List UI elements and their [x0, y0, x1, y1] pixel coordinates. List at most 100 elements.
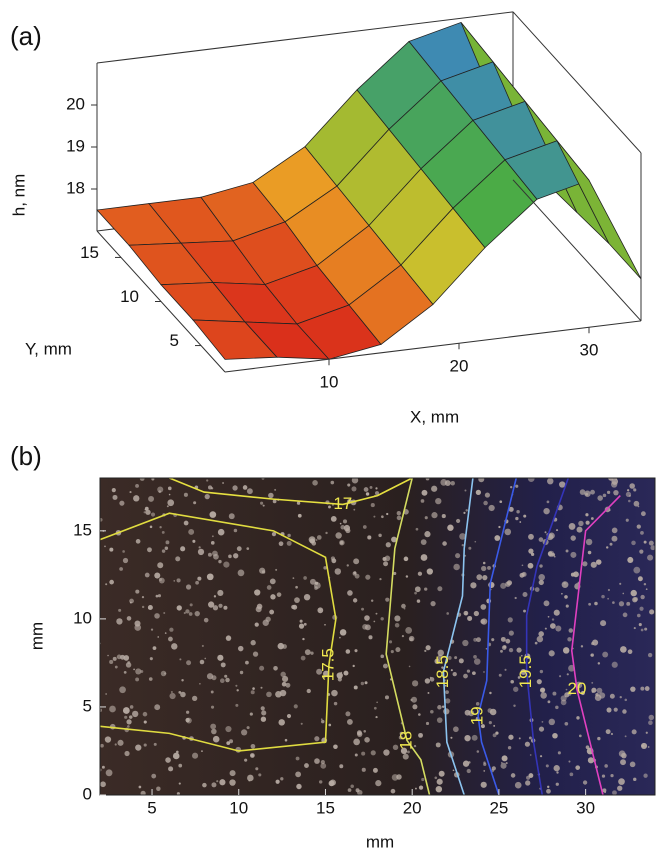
- speckle: [531, 553, 534, 556]
- speckle: [473, 638, 477, 642]
- speckle: [142, 596, 144, 598]
- speckle: [123, 707, 130, 714]
- speckle: [647, 555, 653, 561]
- speckle: [188, 529, 194, 535]
- speckle: [232, 485, 237, 490]
- speckle: [558, 751, 561, 754]
- speckle: [430, 710, 434, 714]
- speckle: [523, 610, 526, 613]
- speckle: [140, 670, 143, 673]
- speckle: [481, 782, 487, 788]
- speckle: [277, 592, 282, 597]
- speckle: [154, 743, 157, 746]
- speckle: [365, 624, 371, 630]
- speckle: [195, 611, 200, 616]
- speckle: [443, 708, 449, 714]
- speckle: [151, 512, 155, 516]
- speckle: [431, 512, 437, 518]
- x-axis-title: X, mm: [410, 407, 459, 426]
- speckle: [596, 559, 602, 565]
- speckle: [463, 674, 468, 679]
- speckle: [177, 578, 181, 582]
- speckle: [502, 645, 507, 650]
- speckle: [609, 509, 611, 511]
- speckle: [607, 598, 609, 600]
- speckle: [207, 573, 214, 580]
- speckle: [477, 750, 480, 753]
- speckle: [513, 705, 515, 707]
- speckle: [280, 672, 285, 677]
- speckle: [347, 564, 349, 566]
- speckle: [192, 696, 197, 701]
- speckle: [193, 501, 196, 504]
- y-tick-label: 5: [83, 696, 92, 715]
- speckle: [339, 637, 341, 639]
- speckle: [417, 599, 420, 602]
- speckle: [198, 549, 204, 555]
- speckle: [365, 681, 368, 684]
- speckle: [245, 661, 249, 665]
- speckle: [402, 635, 404, 637]
- figure: (a) (b) h, nm Y, mm X, mm 1717.51818.519…: [0, 0, 661, 855]
- speckle: [218, 604, 222, 608]
- speckle: [483, 770, 485, 772]
- speckle: [437, 705, 441, 709]
- y-tick-label: 5: [170, 331, 179, 350]
- speckle: [559, 675, 561, 677]
- speckle: [561, 593, 563, 595]
- speckle: [522, 564, 524, 566]
- speckle: [473, 655, 477, 659]
- speckle: [117, 740, 123, 746]
- speckle: [463, 761, 469, 767]
- speckle: [213, 736, 220, 743]
- speckle: [134, 621, 140, 627]
- panel-label: (b): [10, 441, 42, 471]
- speckle: [485, 493, 490, 498]
- speckle: [361, 608, 364, 611]
- speckle: [634, 501, 640, 507]
- speckle: [406, 575, 408, 577]
- speckle: [168, 766, 173, 771]
- speckle: [623, 613, 628, 618]
- speckle: [602, 788, 606, 792]
- speckle: [276, 780, 280, 784]
- speckle: [235, 704, 238, 707]
- z-axis-title: h, nm: [9, 174, 28, 217]
- speckle: [270, 594, 275, 599]
- speckle: [528, 475, 535, 482]
- speckle: [105, 736, 111, 742]
- speckle: [119, 686, 126, 693]
- contour-label: 19: [468, 706, 487, 725]
- speckle: [186, 711, 189, 714]
- speckle: [515, 485, 518, 488]
- speckle: [468, 547, 471, 550]
- speckle: [340, 525, 344, 529]
- speckle: [597, 688, 603, 694]
- speckle: [453, 672, 457, 676]
- speckle: [421, 778, 424, 781]
- speckle: [634, 627, 636, 629]
- speckle: [162, 531, 165, 534]
- speckle: [569, 523, 576, 530]
- speckle: [426, 477, 430, 481]
- speckle: [99, 518, 103, 522]
- speckle: [102, 766, 105, 769]
- speckle: [348, 788, 352, 792]
- speckle: [537, 679, 542, 684]
- speckle: [627, 489, 629, 491]
- speckle: [610, 543, 613, 546]
- speckle: [251, 640, 256, 645]
- speckle: [586, 539, 592, 545]
- speckle: [421, 554, 428, 561]
- speckle: [421, 539, 427, 545]
- speckle: [353, 665, 355, 667]
- speckle: [582, 561, 587, 566]
- speckle: [145, 507, 149, 511]
- speckle: [100, 781, 106, 787]
- speckle: [610, 774, 613, 777]
- speckle: [494, 535, 500, 541]
- speckle: [143, 712, 148, 717]
- speckle: [445, 690, 449, 694]
- speckle: [115, 743, 117, 745]
- speckle: [464, 611, 469, 616]
